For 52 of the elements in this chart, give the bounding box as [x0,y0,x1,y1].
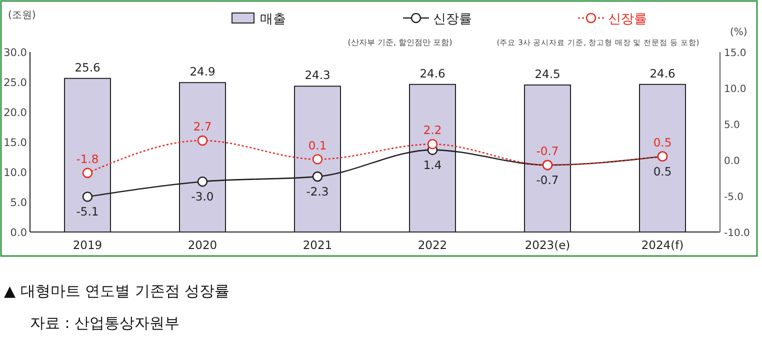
y2-tick-label: 0.0 [724,156,740,167]
data-label: -0.7 [536,173,559,188]
data-label: 2.7 [193,120,212,134]
y-tick-label: 30.0 [4,47,27,59]
data-label: 24.9 [190,64,216,79]
data-label: -0.7 [536,144,559,158]
y-tick-label: 20.0 [4,107,27,119]
x-tick-label: 2020 [188,238,218,252]
point [197,135,208,146]
x-tick-label: 2023(e) [524,238,570,252]
data-label: 24.6 [650,66,676,80]
data-label: 25.6 [74,60,100,74]
x-tick-label: 2021 [302,238,332,252]
point [197,176,208,187]
y2-axis-title: (%) [730,27,748,38]
point [312,154,323,164]
data-label: -5.1 [76,204,99,219]
data-label: -2.3 [306,184,329,199]
y2-tick-label: 10.0 [724,84,746,95]
y-tick-label: 10.0 [4,167,27,179]
data-label: 24.6 [420,66,446,80]
legend-label: 매출 [260,12,286,27]
data-label: -1.8 [76,152,99,166]
data-label: 0.5 [653,135,672,150]
y2-tick-label: -5.0 [724,192,744,203]
point [82,168,93,178]
legend-label: 신장률 [433,12,472,27]
data-label: 1.4 [423,158,442,172]
text: (산자부 기준, 할인점만 포함) [348,38,452,47]
x-tick-label: 2019 [72,238,102,252]
point [312,171,323,182]
text: 자료 : 산업통상자원부 [30,314,180,332]
y2-tick-label: 5.0 [724,120,740,131]
data-label: 0.1 [308,138,327,152]
x-tick-label: 2022 [418,238,448,252]
x-tick-label: 2024(f) [641,238,684,252]
data-label: 2.2 [423,123,442,138]
y-tick-label: 0.0 [10,227,27,239]
data-label: 0.5 [653,164,672,178]
point [82,192,93,202]
y2-tick-label: 15.0 [724,48,746,59]
y-axis-title: (조원) [8,10,36,21]
y2-tick-label: -10.0 [724,228,750,239]
y-tick-label: 25.0 [4,77,27,89]
data-label: -3.0 [191,190,214,204]
data-label: 24.3 [304,68,330,82]
y-tick-label: 5.0 [10,197,27,209]
text: ▲ 대형마트 연도별 기존점 성장률 [4,282,230,300]
point [427,139,438,150]
data-label: 24.5 [534,67,560,81]
y-tick-label: 15.0 [4,137,27,149]
legend-label: 신장률 [608,12,647,27]
